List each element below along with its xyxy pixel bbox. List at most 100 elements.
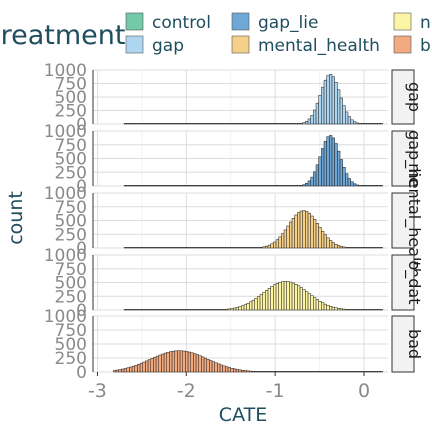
- histogram-bar: [123, 185, 128, 187]
- histogram-bar: [131, 365, 136, 373]
- histogram-bar: [177, 123, 181, 125]
- histogram-bar: [326, 237, 330, 249]
- histogram-bar: [129, 247, 133, 249]
- histogram-bar: [209, 309, 213, 311]
- histogram-bar: [342, 371, 346, 373]
- histogram-bar: [294, 214, 298, 249]
- histogram-bar: [246, 303, 250, 311]
- histogram-bar: [270, 371, 274, 373]
- histogram-bar: [203, 357, 207, 373]
- histogram-bar: [230, 123, 234, 125]
- histogram-bar: [379, 247, 383, 249]
- y-tick-label: 500: [55, 212, 87, 232]
- histogram-bar: [185, 247, 189, 249]
- histogram-bar: [318, 301, 322, 311]
- histogram-bar: [297, 212, 301, 249]
- histogram-bar: [369, 371, 373, 373]
- histogram-bar: [278, 185, 282, 187]
- histogram-bar: [169, 185, 173, 187]
- histogram-bar: [230, 367, 234, 373]
- histogram-bar: [222, 185, 226, 187]
- histogram-bar: [161, 353, 165, 373]
- histogram-bar: [353, 247, 357, 249]
- histogram-bar: [206, 185, 210, 187]
- histogram-bar: [329, 135, 333, 187]
- histogram-bar: [187, 351, 191, 373]
- histogram-bar: [190, 123, 194, 125]
- x-tick-label: -3: [88, 380, 107, 402]
- histogram-bar: [299, 210, 303, 249]
- histogram-bar: [307, 180, 311, 187]
- histogram-bar: [265, 123, 269, 125]
- histogram-bar: [161, 123, 165, 125]
- histogram-bar: [115, 369, 120, 373]
- histogram-bar: [254, 247, 258, 249]
- histogram-bar: [342, 246, 346, 249]
- x-axis-title: CATE: [219, 404, 267, 426]
- histogram-bar: [294, 371, 298, 373]
- histogram-bar: [275, 283, 279, 311]
- histogram-bar: [342, 167, 346, 187]
- histogram-bar: [275, 371, 279, 373]
- histogram-bar: [233, 247, 237, 249]
- histogram-bar: [243, 304, 247, 311]
- histogram-bar: [219, 123, 223, 125]
- histogram-bar: [289, 185, 293, 187]
- histogram-bar: [129, 185, 133, 187]
- histogram-bar: [161, 247, 165, 249]
- histogram-bar: [217, 185, 221, 187]
- histogram-bar: [329, 306, 333, 311]
- histogram-bar: [331, 371, 335, 373]
- histogram-bar: [297, 123, 301, 125]
- histogram-bar: [233, 123, 237, 125]
- histogram-bar: [283, 281, 287, 311]
- histogram-bar: [339, 159, 343, 187]
- histogram-bar: [249, 247, 253, 249]
- histogram-bar: [257, 296, 261, 311]
- histogram-bar: [139, 123, 144, 125]
- histogram-bar: [169, 351, 173, 373]
- histogram-bar: [222, 247, 226, 249]
- histogram-bar: [267, 288, 271, 311]
- x-axis: -3 -2 -1 0: [88, 372, 370, 402]
- histogram-bar: [318, 371, 322, 373]
- facet-strip-label: mental_health: [404, 163, 424, 278]
- histogram-bar: [155, 309, 160, 311]
- histogram-bar: [251, 299, 255, 311]
- histogram-bar: [321, 302, 325, 311]
- y-tick-label: 250: [55, 225, 87, 245]
- histogram-bar: [249, 123, 253, 125]
- histogram-bar: [273, 241, 277, 249]
- histogram-bar: [361, 185, 365, 187]
- histogram-bar: [286, 281, 290, 311]
- histogram-bar: [358, 123, 362, 125]
- histogram-bar: [142, 123, 146, 125]
- histogram-bar: [219, 247, 223, 249]
- histogram-bar: [158, 354, 162, 373]
- histogram-bar: [281, 371, 285, 373]
- histogram-bar: [270, 185, 274, 187]
- histogram-bar: [329, 371, 333, 373]
- histogram-bar: [345, 371, 349, 373]
- histogram-bar: [299, 287, 303, 311]
- histogram-bar: [150, 247, 154, 249]
- histogram-bar: [281, 185, 285, 187]
- histogram-bar: [371, 309, 375, 311]
- histogram-bar: [217, 363, 221, 373]
- histogram-bar: [195, 309, 199, 311]
- y-tick-label: 750: [55, 136, 87, 156]
- histogram-bar: [185, 351, 189, 373]
- histogram-bar: [123, 123, 128, 125]
- histogram-bar: [219, 364, 223, 373]
- histogram-bar: [281, 123, 285, 125]
- legend-key-b: [393, 35, 412, 54]
- histogram-bar: [347, 178, 351, 187]
- histogram-bar: [281, 281, 285, 311]
- legend-key-gap_lie: [231, 12, 250, 31]
- histogram-bar: [366, 123, 370, 125]
- histogram-bar: [302, 371, 306, 373]
- histogram-bar: [235, 185, 239, 187]
